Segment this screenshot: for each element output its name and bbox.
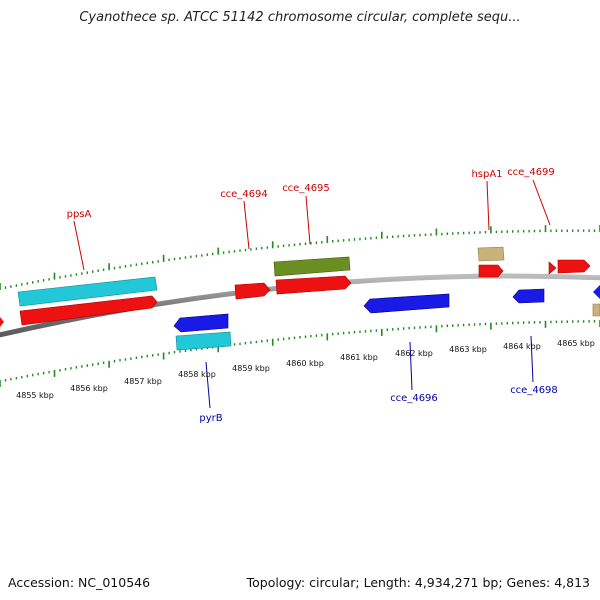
label-ppsA: ppsA: [67, 209, 92, 220]
scale-label: 4856 kbp: [70, 384, 108, 393]
label-cce_4695: cce_4695: [282, 183, 330, 194]
cyan-feature-2[interactable]: [175, 331, 232, 351]
leader-cce_4699: [532, 179, 551, 226]
gene-cce_4699-arrow[interactable]: [557, 259, 591, 274]
leader-pyrB: [205, 361, 211, 409]
label-cce_4698: cce_4698: [510, 385, 558, 396]
scale-label: 4859 kbp: [232, 364, 270, 373]
scale-label: 4862 kbp: [395, 349, 433, 358]
scale-label: 4857 kbp: [124, 377, 162, 386]
leader-cce_4696: [409, 341, 413, 391]
leader-ppsA: [73, 220, 85, 271]
label-cce_4694: cce_4694: [220, 189, 268, 200]
scale-label: 4865 kbp: [557, 339, 595, 348]
gene-hspA1-arrow[interactable]: [478, 264, 504, 278]
gene-pyrB-arrow[interactable]: [173, 313, 229, 333]
leader-cce_4694: [243, 200, 250, 250]
gene-cce_4699-arrow-small[interactable]: [548, 261, 557, 275]
scale-label: 4855 kbp: [16, 391, 54, 400]
outer-tick-track: [0, 225, 600, 290]
map-title: Cyanothece sp. ATCC 51142 chromosome cir…: [79, 10, 521, 25]
edge-blue-arrow[interactable]: [593, 285, 600, 299]
olive-feature[interactable]: [273, 256, 351, 277]
tan-feature-1[interactable]: [477, 246, 505, 262]
label-cce_4696: cce_4696: [390, 393, 438, 404]
tan-feature-2[interactable]: [592, 303, 600, 317]
leader-cce_4695: [305, 195, 311, 245]
scale-label: 4858 kbp: [178, 370, 216, 379]
topology-summary: Topology: circular; Length: 4,934,271 bp…: [246, 575, 590, 590]
label-cce_4699: cce_4699: [507, 167, 555, 178]
label-hspA1: hspA1: [471, 169, 502, 180]
gene-cce_4694-arrow[interactable]: [234, 282, 271, 300]
leader-hspA1: [486, 180, 490, 231]
leader-cce_4698: [530, 335, 534, 383]
edge-red-arrow[interactable]: [0, 317, 4, 327]
cyan-feature-1[interactable]: [17, 276, 158, 307]
inner-tick-track: [0, 320, 600, 387]
label-pyrB: pyrB: [199, 413, 222, 424]
gene-cce_4696-arrow[interactable]: [363, 293, 450, 314]
scale-label: 4863 kbp: [449, 345, 487, 354]
scale-label: 4864 kbp: [503, 342, 541, 351]
gene-cce_4698-arrow[interactable]: [512, 288, 545, 304]
scale-label: 4860 kbp: [286, 359, 324, 368]
scale-label: 4861 kbp: [340, 353, 378, 362]
accession-text: Accession: NC_010546: [8, 575, 151, 590]
gene-ppsA-arrow[interactable]: [19, 295, 158, 326]
gene-cce_4695-arrow[interactable]: [275, 275, 352, 295]
